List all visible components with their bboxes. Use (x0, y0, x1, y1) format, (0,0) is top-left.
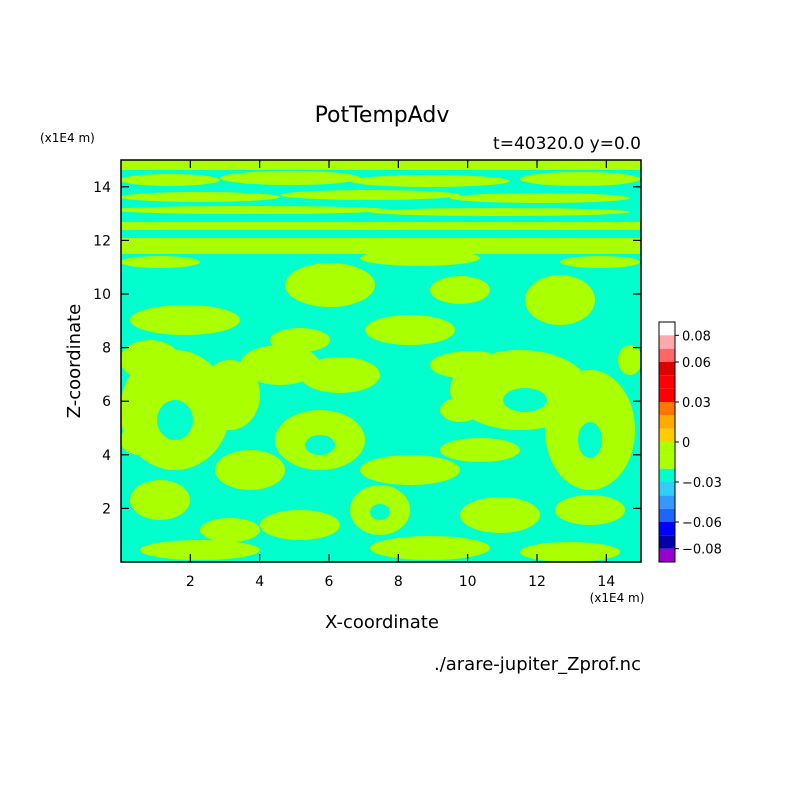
colorbar-tick-label: 0 (682, 436, 690, 451)
x-tick-label: 10 (459, 574, 477, 590)
colorbar-swatch (659, 362, 675, 376)
negative-region (370, 504, 390, 520)
positive-region (370, 536, 490, 560)
colorbar-tick-label: −0.03 (682, 476, 722, 491)
plot-frame (120, 159, 642, 563)
positive-region (260, 510, 340, 540)
x-axis-label: X-coordinate (325, 612, 439, 633)
x-tick-label: 4 (255, 574, 264, 590)
y-tick-label: 8 (102, 341, 111, 357)
colorbar-swatch (659, 388, 675, 402)
positive-region (450, 193, 630, 203)
positive-region (360, 455, 460, 485)
negative-region (578, 422, 602, 458)
colorbar-swatch (659, 415, 675, 429)
y-unit-label: (x1E4 m) (40, 131, 95, 145)
colorbar-swatch (659, 508, 675, 522)
colorbar-swatch (659, 402, 675, 416)
y-tick-label: 6 (102, 394, 111, 410)
positive-region (121, 192, 280, 202)
colorbar-swatch (659, 375, 675, 389)
y-tick-label: 2 (102, 501, 111, 517)
colorbar-swatch (659, 495, 675, 509)
negative-region (503, 388, 547, 412)
x-tick-label: 14 (597, 574, 615, 590)
positive-region (350, 175, 510, 187)
positive-region (285, 263, 375, 307)
x-tick-label: 6 (325, 574, 334, 590)
source-file-label: ./arare-jupiter_Zprof.nc (434, 654, 641, 675)
positive-region (300, 357, 380, 393)
positive-region (200, 518, 260, 542)
colorbar: 0.08 0.06 0.03 0 −0.03 −0.06 −0.08 (658, 321, 722, 563)
y-axis: 2 4 6 8 10 12 14 (93, 180, 641, 517)
y-tick-label: 12 (93, 233, 111, 249)
positive-region (121, 160, 641, 170)
colorbar-swatch (659, 455, 675, 469)
chart-subtitle: t=40320.0 y=0.0 (493, 134, 641, 154)
positive-region (618, 345, 641, 375)
positive-region (130, 305, 240, 335)
positive-region (460, 497, 540, 533)
y-tick-label: 4 (102, 448, 111, 464)
colorbar-swatch (659, 482, 675, 496)
x-tick-label: 12 (528, 574, 546, 590)
colorbar-tick-label: −0.08 (682, 543, 722, 558)
y-axis-label: Z-coordinate (64, 304, 85, 419)
x-unit-label: (x1E4 m) (590, 591, 645, 605)
colorbar-swatch (659, 535, 675, 549)
positive-region (130, 480, 190, 520)
positive-region (360, 250, 480, 266)
positive-region (280, 190, 460, 200)
positive-region (555, 495, 625, 525)
colorbar-tick-label: 0.08 (682, 329, 711, 344)
colorbar-tick-label: 0.06 (682, 356, 711, 371)
heatmap-field (121, 160, 641, 562)
colorbar-swatch (659, 548, 675, 562)
x-tick-label: 8 (394, 574, 403, 590)
positive-region (215, 450, 285, 490)
y-tick-label: 14 (93, 180, 111, 196)
positive-region (560, 256, 640, 268)
positive-region (121, 256, 200, 268)
colorbar-swatch (659, 442, 675, 456)
colorbar-swatch (659, 335, 675, 349)
positive-region (121, 238, 641, 254)
positive-region (440, 398, 480, 422)
colorbar-swatch (659, 468, 675, 482)
positive-region (430, 351, 510, 379)
x-axis: 2 4 6 8 10 12 14 (186, 160, 615, 590)
positive-region (440, 438, 520, 462)
positive-region (121, 340, 180, 380)
positive-region (121, 174, 220, 186)
positive-region (430, 276, 490, 304)
colorbar-swatch (659, 522, 675, 536)
chart-title: PotTempAdv (315, 103, 450, 128)
colorbar-swatch (659, 428, 675, 442)
colorbar-swatch (659, 348, 675, 362)
positive-region (121, 222, 641, 230)
positive-region (525, 275, 595, 325)
positive-region (200, 360, 260, 430)
positive-region (520, 172, 640, 186)
colorbar-tick-label: 0.03 (682, 396, 711, 411)
y-tick-label: 10 (93, 287, 111, 303)
positive-region (121, 206, 390, 214)
positive-region (370, 208, 630, 216)
negative-region (157, 400, 193, 440)
colorbar-tick-label: −0.06 (682, 516, 722, 531)
positive-region (220, 171, 360, 185)
x-tick-label: 2 (186, 574, 195, 590)
positive-region (140, 540, 260, 560)
negative-region (305, 435, 335, 455)
positive-region (121, 425, 160, 455)
positive-region (520, 542, 620, 562)
positive-region (365, 315, 455, 345)
